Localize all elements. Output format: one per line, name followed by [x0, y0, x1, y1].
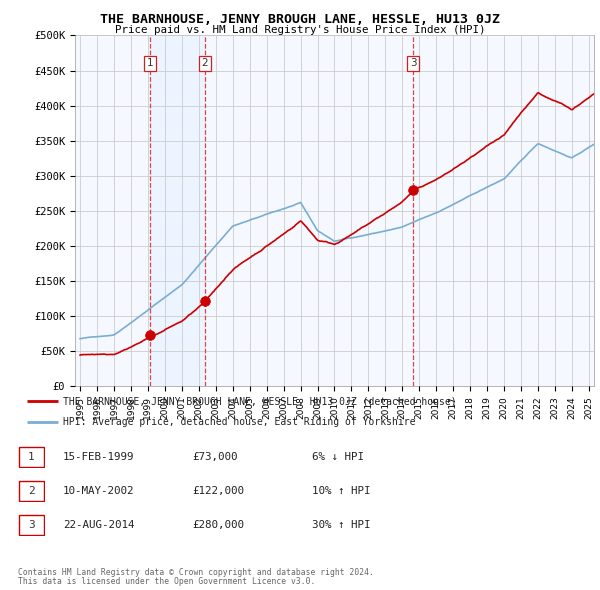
Text: THE BARNHOUSE, JENNY BROUGH LANE, HESSLE, HU13 0JZ: THE BARNHOUSE, JENNY BROUGH LANE, HESSLE…: [100, 13, 500, 26]
Text: 2: 2: [202, 58, 208, 68]
Text: 15-FEB-1999: 15-FEB-1999: [63, 452, 134, 461]
Text: £73,000: £73,000: [192, 452, 238, 461]
Text: 22-AUG-2014: 22-AUG-2014: [63, 520, 134, 530]
Bar: [150, 35, 205, 386]
Text: 3: 3: [410, 58, 416, 68]
Text: This data is licensed under the Open Government Licence v3.0.: This data is licensed under the Open Gov…: [18, 578, 316, 586]
Text: 1: 1: [146, 58, 153, 68]
Text: 6% ↓ HPI: 6% ↓ HPI: [312, 452, 364, 461]
Text: 1: 1: [28, 452, 35, 461]
Text: 2: 2: [28, 486, 35, 496]
FancyBboxPatch shape: [19, 447, 44, 467]
FancyBboxPatch shape: [19, 481, 44, 501]
Text: 10-MAY-2002: 10-MAY-2002: [63, 486, 134, 496]
Text: £280,000: £280,000: [192, 520, 244, 530]
Text: 3: 3: [28, 520, 35, 530]
Text: £122,000: £122,000: [192, 486, 244, 496]
Text: 30% ↑ HPI: 30% ↑ HPI: [312, 520, 371, 530]
Text: THE BARNHOUSE, JENNY BROUGH LANE, HESSLE, HU13 0JZ (detached house): THE BARNHOUSE, JENNY BROUGH LANE, HESSLE…: [64, 396, 457, 407]
Text: 10% ↑ HPI: 10% ↑ HPI: [312, 486, 371, 496]
FancyBboxPatch shape: [19, 515, 44, 535]
Text: Price paid vs. HM Land Registry's House Price Index (HPI): Price paid vs. HM Land Registry's House …: [115, 25, 485, 35]
Text: Contains HM Land Registry data © Crown copyright and database right 2024.: Contains HM Land Registry data © Crown c…: [18, 568, 374, 577]
Text: HPI: Average price, detached house, East Riding of Yorkshire: HPI: Average price, detached house, East…: [64, 417, 416, 427]
